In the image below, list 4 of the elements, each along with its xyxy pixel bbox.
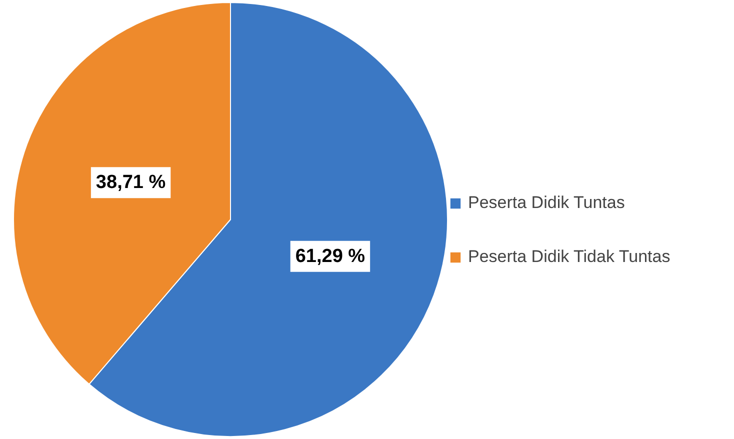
data-label: 38,71 % — [96, 172, 166, 194]
legend-label: Peserta Didik Tuntas — [468, 193, 625, 213]
legend-label: Peserta Didik Tidak Tuntas — [468, 247, 670, 267]
data-label: 61,29 % — [295, 246, 366, 267]
